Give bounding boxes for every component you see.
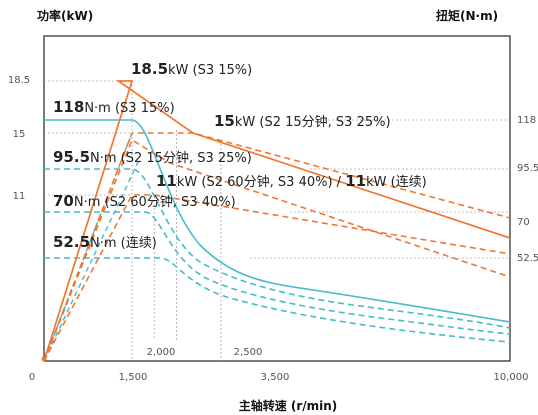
y-left-tick-11: 11 bbox=[13, 191, 26, 202]
y-axis-left-title: 功率(kW) bbox=[37, 8, 93, 23]
y-left-tick-18.5: 18.5 bbox=[8, 75, 30, 86]
power-label-15: 15kW (S2 15分钟, S3 25%) bbox=[214, 112, 391, 130]
torque-curve-118 bbox=[44, 119, 511, 323]
y-right-tick-52.5: 52.5 bbox=[517, 253, 538, 264]
power-curve-18.5 bbox=[43, 80, 511, 362]
torque-label-95.5: 95.5N·m (S2 15分钟, S3 25%) bbox=[53, 148, 252, 166]
x-axis-title: 主轴转速 (r/min) bbox=[239, 398, 338, 413]
torque-curve-52.5 bbox=[44, 257, 511, 343]
torque-curve-95.5 bbox=[44, 168, 511, 329]
power-label-11: 11kW (S2 60分钟, S3 40%) / 11kW (连续) bbox=[156, 172, 427, 190]
y-right-tick-70: 70 bbox=[517, 217, 530, 228]
reference-lines bbox=[44, 80, 510, 361]
x-tick-0: 0 bbox=[29, 372, 35, 383]
x-tick-10000: 10,000 bbox=[494, 372, 529, 383]
x-tick-1500: 1,500 bbox=[119, 372, 148, 383]
x-tick-3500: 3,500 bbox=[261, 372, 290, 383]
curves bbox=[41, 80, 511, 362]
power-curve-11 bbox=[43, 194, 511, 362]
power-curve-11b bbox=[43, 138, 511, 362]
torque-ray-2 bbox=[43, 157, 141, 362]
y-left-tick-15: 15 bbox=[13, 129, 26, 140]
plot-frame bbox=[43, 35, 511, 362]
y-right-tick-118: 118 bbox=[517, 115, 536, 126]
power-curve-15 bbox=[43, 132, 511, 362]
torque-label-118: 118N·m (S3 15%) bbox=[53, 98, 175, 116]
power-label-18.5: 18.5kW (S3 15%) bbox=[131, 60, 252, 78]
x-inner-tick-2000: 2,000 bbox=[147, 347, 176, 358]
torque-label-70: 70N·m (S2 60分钟, S3 40%) bbox=[53, 192, 236, 210]
torque-curve-70 bbox=[44, 211, 511, 335]
torque-label-52.5: 52.5N·m (连续) bbox=[53, 233, 157, 251]
origin-point bbox=[41, 356, 47, 362]
y-right-tick-95.5: 95.5 bbox=[517, 163, 538, 174]
y-axis-right-title: 扭矩(N·m) bbox=[436, 8, 498, 23]
x-inner-tick-2500: 2,500 bbox=[234, 347, 263, 358]
